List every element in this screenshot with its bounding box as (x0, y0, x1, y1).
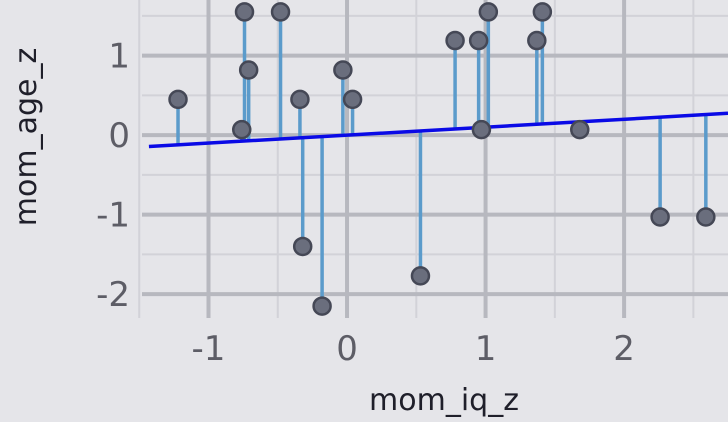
x-tick-label: -1 (192, 329, 226, 369)
y-tick-label: -1 (96, 196, 130, 236)
data-point (696, 207, 716, 227)
data-point (410, 266, 431, 286)
regression-line (148, 111, 728, 149)
data-point (238, 60, 259, 80)
data-point (471, 119, 492, 140)
data-point (445, 30, 465, 51)
data-point (312, 296, 332, 316)
data-point (527, 30, 547, 51)
data-point (650, 207, 670, 227)
data-point (532, 2, 553, 22)
data-point (231, 119, 252, 140)
data-points (168, 2, 716, 316)
data-point (290, 89, 310, 110)
data-point (234, 2, 255, 22)
y-axis-title: mom_age_z (9, 48, 44, 226)
data-point (292, 236, 313, 257)
y-tick-label: 1 (108, 37, 130, 77)
x-tick-label: 1 (475, 329, 497, 369)
x-tick-label: 2 (613, 329, 635, 369)
x-tick-label: 0 (336, 329, 358, 369)
data-point (468, 30, 489, 51)
data-point (168, 89, 188, 110)
data-point (478, 2, 499, 22)
data-point (333, 60, 353, 80)
data-point (570, 119, 590, 140)
regression-line-group (148, 111, 728, 149)
data-point (270, 2, 291, 22)
y-tick-label: -2 (96, 275, 130, 315)
y-tick-labels: -2 -1 0 1 (96, 37, 130, 315)
x-tick-labels: -1 0 1 2 (192, 329, 635, 369)
x-axis-title: mom_iq_z (369, 383, 519, 418)
y-tick-label: 0 (108, 116, 130, 156)
data-point (342, 89, 363, 110)
